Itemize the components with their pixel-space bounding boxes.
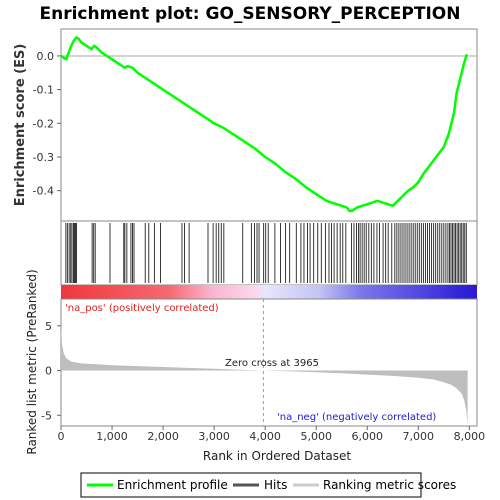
es-y-tick-label: -0.2 bbox=[33, 117, 54, 130]
neg-correlated-label: 'na_neg' (negatively correlated) bbox=[277, 412, 436, 423]
zero-cross-label: Zero cross at 3965 bbox=[225, 358, 319, 369]
rank-x-axis: 0 1,000 2,000 3,000 4,000 5,000 6,000 7,000 8,00… bbox=[58, 426, 486, 443]
ranking-color-band bbox=[61, 285, 477, 299]
legend-hits-label: Hits bbox=[264, 478, 287, 492]
x-tick-label: 0 bbox=[58, 430, 65, 443]
es-panel-frame bbox=[61, 29, 477, 221]
metric-y-tick-label: -5 bbox=[41, 409, 52, 422]
metric-y-tick-label: 5 bbox=[45, 320, 52, 333]
legend-profile-label: Enrichment profile bbox=[117, 478, 228, 492]
es-y-axis-label: Enrichment score (ES) bbox=[13, 44, 28, 207]
es-y-tick-label: -0.1 bbox=[33, 84, 54, 97]
es-y-tick-label: 0.0 bbox=[37, 50, 55, 63]
x-tick-label: 8,000 bbox=[454, 430, 486, 443]
metric-y-tick-label: 0 bbox=[45, 365, 52, 378]
x-tick-label: 6,000 bbox=[352, 430, 384, 443]
chart-title: Enrichment plot: GO_SENSORY_PERCEPTION bbox=[40, 4, 461, 24]
es-y-tick-label: -0.3 bbox=[33, 151, 54, 164]
metric-y-axis-label: Ranked list metric (PreRanked) bbox=[25, 269, 39, 454]
metric-y-axis: 5 0 -5 bbox=[41, 320, 61, 422]
x-tick-label: 5,000 bbox=[300, 430, 332, 443]
x-tick-label: 7,000 bbox=[403, 430, 435, 443]
x-tick-label: 3,000 bbox=[198, 430, 230, 443]
rank-x-axis-label: Rank in Ordered Dataset bbox=[203, 449, 351, 463]
es-y-tick-label: -0.4 bbox=[33, 185, 54, 198]
x-tick-label: 4,000 bbox=[249, 430, 281, 443]
legend-metric-label: Ranking metric scores bbox=[323, 478, 456, 492]
x-tick-label: 2,000 bbox=[147, 430, 179, 443]
es-y-axis: 0.0 -0.1 -0.2 -0.3 -0.4 bbox=[33, 50, 61, 198]
pos-correlated-label: 'na_pos' (positively correlated) bbox=[65, 303, 219, 314]
x-tick-label: 1,000 bbox=[96, 430, 128, 443]
